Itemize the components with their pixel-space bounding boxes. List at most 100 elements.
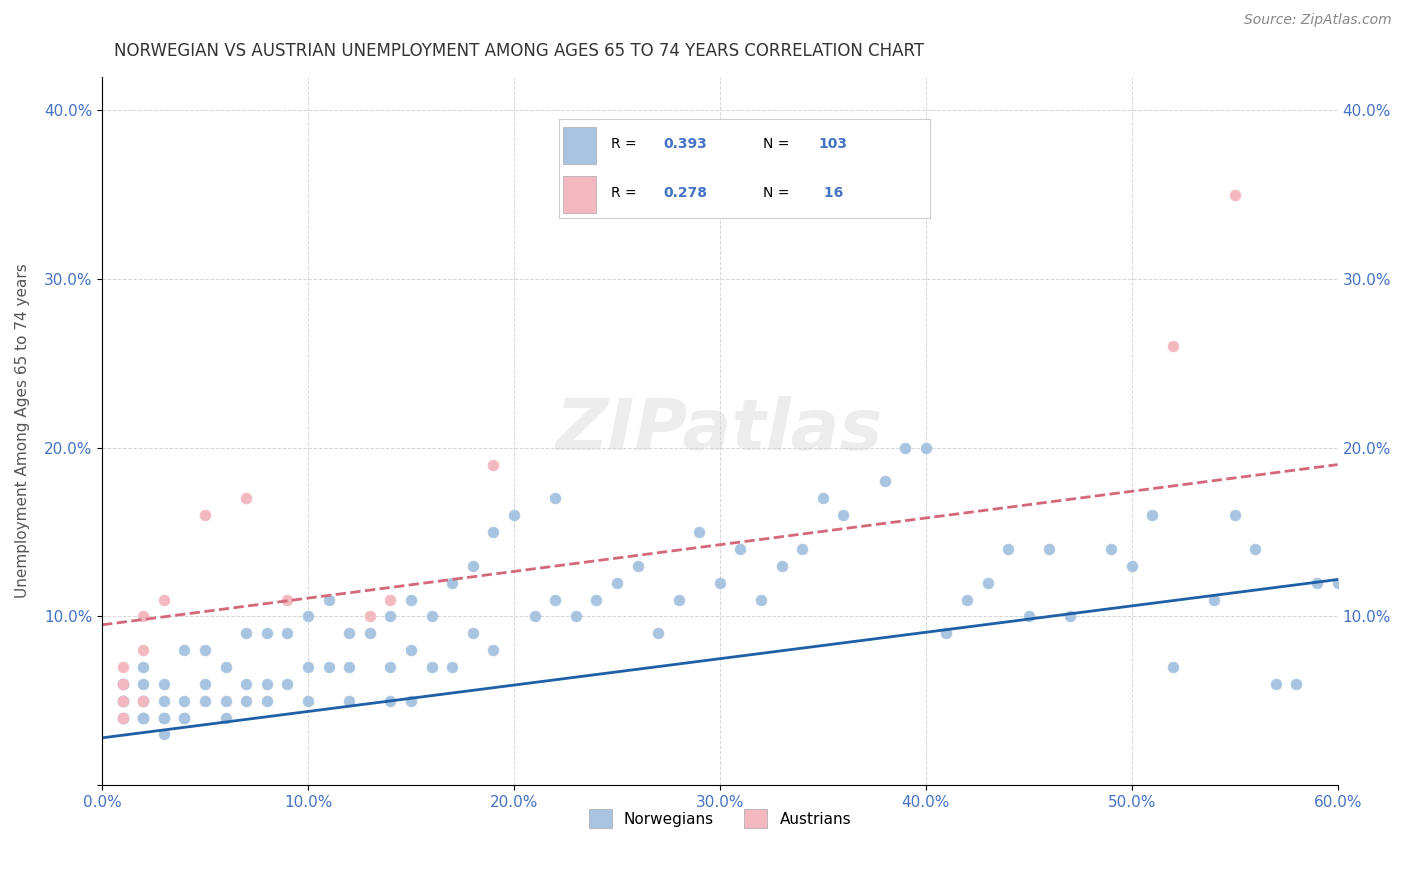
Point bbox=[482, 643, 505, 657]
Point bbox=[173, 643, 195, 657]
Point bbox=[111, 677, 134, 691]
Point bbox=[1161, 339, 1184, 353]
Point bbox=[194, 643, 217, 657]
Point bbox=[749, 592, 772, 607]
Point bbox=[626, 558, 648, 573]
Point bbox=[503, 508, 526, 523]
Point bbox=[1306, 575, 1329, 590]
Point bbox=[976, 575, 998, 590]
Point bbox=[1142, 508, 1164, 523]
Point bbox=[1018, 609, 1040, 624]
Point bbox=[482, 458, 505, 472]
Point bbox=[111, 677, 134, 691]
Point bbox=[380, 660, 402, 674]
Point bbox=[1099, 541, 1122, 556]
Point bbox=[111, 694, 134, 708]
Point bbox=[564, 609, 586, 624]
Point bbox=[914, 441, 936, 455]
Point bbox=[132, 711, 155, 725]
Point bbox=[668, 592, 690, 607]
Point bbox=[132, 643, 155, 657]
Legend: Norwegians, Austrians: Norwegians, Austrians bbox=[582, 804, 858, 834]
Point bbox=[523, 609, 546, 624]
Point bbox=[132, 711, 155, 725]
Point bbox=[873, 475, 896, 489]
Point bbox=[111, 694, 134, 708]
Point bbox=[935, 626, 957, 640]
Point bbox=[380, 694, 402, 708]
Point bbox=[235, 491, 257, 506]
Point bbox=[1204, 592, 1226, 607]
Point bbox=[544, 491, 567, 506]
Point bbox=[1285, 677, 1308, 691]
Point bbox=[441, 660, 464, 674]
Point bbox=[380, 592, 402, 607]
Point bbox=[399, 694, 422, 708]
Point bbox=[337, 694, 360, 708]
Point bbox=[235, 694, 257, 708]
Point bbox=[709, 575, 731, 590]
Point bbox=[215, 711, 238, 725]
Point bbox=[235, 626, 257, 640]
Point bbox=[482, 524, 505, 539]
Point bbox=[111, 677, 134, 691]
Point bbox=[359, 609, 381, 624]
Point bbox=[276, 592, 298, 607]
Point bbox=[585, 592, 607, 607]
Point bbox=[173, 711, 195, 725]
Point bbox=[276, 626, 298, 640]
Point bbox=[647, 626, 669, 640]
Point bbox=[1038, 541, 1060, 556]
Point bbox=[132, 711, 155, 725]
Point bbox=[256, 626, 278, 640]
Point bbox=[1244, 541, 1267, 556]
Text: Source: ZipAtlas.com: Source: ZipAtlas.com bbox=[1244, 13, 1392, 28]
Point bbox=[194, 677, 217, 691]
Point bbox=[399, 592, 422, 607]
Point bbox=[111, 677, 134, 691]
Y-axis label: Unemployment Among Ages 65 to 74 years: Unemployment Among Ages 65 to 74 years bbox=[15, 263, 30, 599]
Point bbox=[132, 677, 155, 691]
Point bbox=[688, 524, 710, 539]
Point bbox=[1368, 323, 1391, 337]
Point bbox=[153, 711, 176, 725]
Point bbox=[956, 592, 979, 607]
Point bbox=[111, 711, 134, 725]
Point bbox=[1347, 541, 1369, 556]
Point bbox=[359, 626, 381, 640]
Point bbox=[380, 609, 402, 624]
Point bbox=[461, 626, 484, 640]
Point bbox=[544, 592, 567, 607]
Point bbox=[318, 592, 340, 607]
Point bbox=[1121, 558, 1143, 573]
Point bbox=[1264, 677, 1286, 691]
Point bbox=[256, 694, 278, 708]
Point bbox=[132, 694, 155, 708]
Point bbox=[215, 660, 238, 674]
Point bbox=[1326, 575, 1348, 590]
Point bbox=[194, 508, 217, 523]
Point bbox=[173, 711, 195, 725]
Point bbox=[132, 660, 155, 674]
Point bbox=[111, 694, 134, 708]
Point bbox=[770, 558, 793, 573]
Point bbox=[792, 541, 814, 556]
Point bbox=[235, 677, 257, 691]
Point bbox=[1059, 609, 1081, 624]
Point bbox=[1223, 508, 1246, 523]
Point bbox=[894, 441, 917, 455]
Point bbox=[153, 694, 176, 708]
Point bbox=[337, 626, 360, 640]
Point bbox=[173, 694, 195, 708]
Point bbox=[297, 609, 319, 624]
Point bbox=[1161, 660, 1184, 674]
Point bbox=[153, 727, 176, 741]
Point bbox=[256, 677, 278, 691]
Point bbox=[337, 660, 360, 674]
Point bbox=[399, 643, 422, 657]
Point bbox=[276, 677, 298, 691]
Text: ZIPatlas: ZIPatlas bbox=[557, 396, 883, 466]
Point bbox=[811, 491, 834, 506]
Point bbox=[297, 694, 319, 708]
Point bbox=[111, 660, 134, 674]
